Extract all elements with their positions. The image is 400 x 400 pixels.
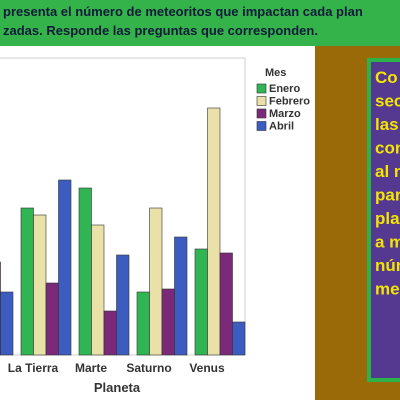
side-text: me (375, 280, 400, 299)
bar (91, 224, 105, 356)
bar (20, 207, 34, 356)
bar (116, 254, 130, 356)
banner-text: presenta el número de meteoritos que imp… (3, 4, 363, 19)
legend-swatch (256, 121, 267, 131)
x-tick-label: Saturno (126, 361, 171, 375)
bar (149, 207, 163, 356)
x-tick-label: Marte (75, 361, 107, 375)
bar (136, 291, 150, 356)
legend-swatch (256, 96, 267, 106)
banner-text: zadas. Responde las preguntas que corres… (3, 23, 318, 38)
bar (0, 291, 14, 356)
legend-swatch (256, 83, 267, 94)
bar (207, 107, 221, 356)
bar (219, 252, 233, 356)
legend-label: Abril (269, 121, 294, 133)
bar (161, 288, 175, 356)
side-panel (367, 58, 400, 382)
bar (58, 179, 72, 356)
side-text: al n (375, 162, 400, 181)
side-text: las (375, 115, 399, 134)
bar (78, 187, 92, 356)
side-text: sec (375, 92, 400, 111)
legend-title: Mes (265, 67, 286, 79)
side-text: con (375, 139, 400, 158)
side-text: plan (375, 209, 400, 228)
bar (103, 310, 117, 356)
side-text: núm (375, 256, 400, 275)
bar (45, 282, 59, 356)
side-text: Co (375, 68, 398, 87)
bar (33, 214, 47, 356)
legend-label: Febrero (269, 96, 310, 108)
x-tick-label: Venus (189, 361, 225, 375)
side-text: par (375, 186, 400, 205)
x-tick-label: La Tierra (8, 361, 59, 375)
side-text: a m (375, 233, 400, 252)
legend-label: Marzo (269, 108, 301, 120)
bar (174, 236, 188, 356)
bar (232, 321, 246, 356)
x-axis-label: Planeta (94, 380, 141, 395)
banner (0, 0, 400, 46)
legend-label: Enero (269, 83, 300, 95)
legend-swatch (256, 108, 267, 119)
bar (194, 248, 208, 356)
